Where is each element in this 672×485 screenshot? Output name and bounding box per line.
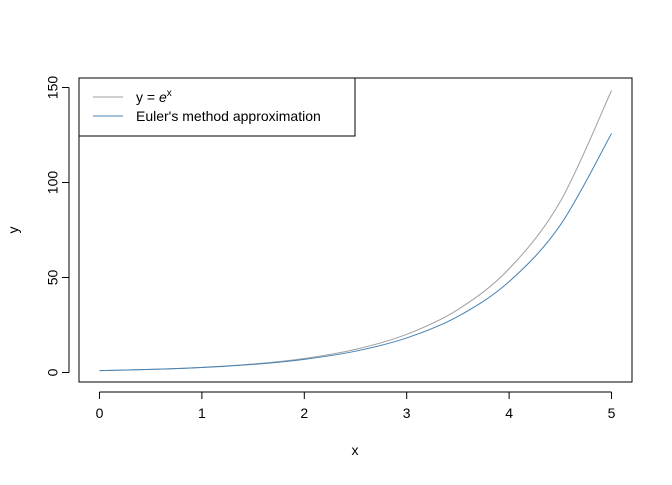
y-tick-label: 100	[45, 171, 61, 195]
x-tick-label: 5	[608, 405, 616, 421]
legend-entry-euler: Euler's method approximation	[136, 108, 321, 124]
legend-entry-exp: y = ex	[136, 88, 172, 105]
series-euler-line	[99, 133, 612, 372]
legend-entry-exp-base: e	[159, 89, 167, 105]
x-axis: 0 1 2 3 4 5	[96, 391, 616, 421]
x-tick-label: 2	[300, 405, 308, 421]
legend-entry-exp-prefix: y =	[136, 89, 159, 105]
x-tick-label: 0	[96, 405, 104, 421]
y-tick-label: 0	[45, 368, 61, 376]
x-tick-label: 1	[198, 405, 206, 421]
y-axis: 0 50 100 150	[45, 76, 70, 376]
legend-entry-exp-exponent: x	[167, 88, 172, 99]
x-axis-label: x	[352, 442, 359, 458]
legend-box	[78, 77, 356, 137]
y-axis-label: y	[5, 227, 21, 234]
series-layer	[99, 90, 612, 372]
y-tick-label: 150	[45, 76, 61, 100]
y-tick-label: 50	[45, 270, 61, 286]
x-tick-label: 4	[505, 405, 513, 421]
legend: y = ex Euler's method approximation	[78, 77, 356, 137]
x-tick-label: 3	[403, 405, 411, 421]
